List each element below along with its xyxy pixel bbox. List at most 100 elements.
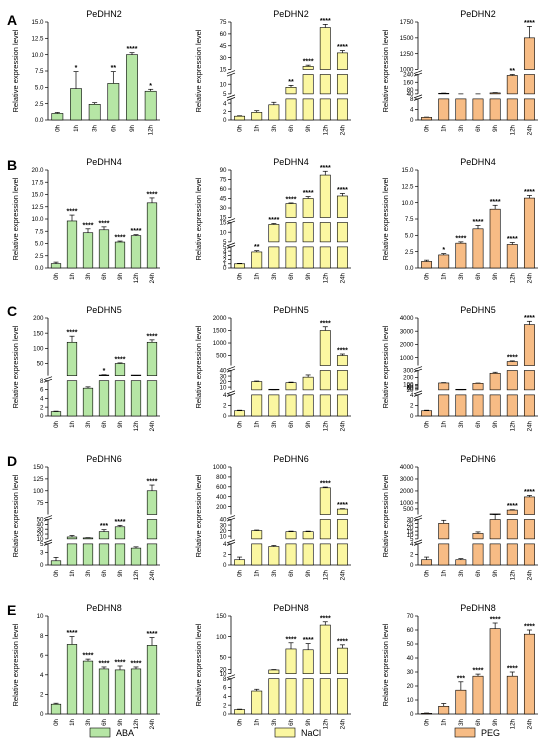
legend-swatch-aba <box>89 727 111 738</box>
chart-3-2-bar-1h <box>438 543 450 566</box>
chart-2-0-sig-6h: * <box>103 368 106 375</box>
chart-1-0-bar-1h <box>66 220 78 269</box>
chart-0-2-ytick-label: 80 <box>407 87 414 94</box>
chart-4-2-ylabel: Relative expression level <box>381 623 390 706</box>
chart-2-0-bar-24h <box>146 341 158 376</box>
chart-2-1-bar-24h <box>336 370 348 391</box>
chart-4-0-bar-9h <box>114 669 126 715</box>
chart-4-0-sig-3h: **** <box>83 653 94 660</box>
chart-4-2-bar-24h <box>523 633 535 715</box>
legend-label-aba: ABA <box>116 728 134 738</box>
chart-2-2-bar-12h <box>506 370 518 391</box>
legend-label-peg: PEG <box>481 728 500 738</box>
chart-0-1-bar-0h <box>234 115 246 121</box>
chart-0-1-xtick-3h: 3h <box>271 124 278 131</box>
chart-2-2-bar-1h <box>438 394 450 417</box>
chart-3-2-bar-24h <box>523 496 535 515</box>
chart-0-0-xtick-1h: 1h <box>73 124 80 131</box>
chart-2-2-sig-24h: **** <box>524 315 535 322</box>
chart-3-1-ytick-label: 4 <box>223 541 227 548</box>
chart-3-1-ytick-label: 200 <box>216 504 227 511</box>
chart-2-2-ytick-label: 60 <box>407 384 414 391</box>
chart-1-1-ytick-label: 60 <box>220 186 227 193</box>
chart-4-1-xtick-6h: 6h <box>288 718 295 725</box>
chart-2-2-bar-6h <box>472 394 484 417</box>
chart-0-2-ytick-label: 8 <box>410 96 414 103</box>
chart-3-2-ytick-label: 25 <box>407 521 414 528</box>
chart-1-1-bar-6h <box>285 246 297 269</box>
chart-3-0-xtick-3h: 3h <box>85 569 92 576</box>
chart-0-2-xtick-3h: 3h <box>458 124 465 131</box>
chart-2-1-ytick-label: 40 <box>220 368 227 375</box>
chart-1-0-sig-24h: **** <box>147 191 158 198</box>
chart-0-1-ytick-label: 5 <box>223 91 227 98</box>
chart-4-0-xtick-1h: 1h <box>69 718 76 725</box>
chart-1-1-sig-24h: **** <box>337 187 348 194</box>
chart-3-1-xtick-6h: 6h <box>288 569 295 576</box>
chart-3-1-axis-break <box>226 517 236 522</box>
chart-3-2-bar-12h <box>506 543 518 566</box>
chart-4-0-bar-24h <box>146 645 158 715</box>
chart-3-1-ytick-label: 30 <box>220 522 227 529</box>
chart-4-2-xtick-1h: 1h <box>441 718 448 725</box>
chart-0-2-xtick-0h: 0h <box>424 124 431 131</box>
chart-0-1-bar-12h <box>319 27 331 70</box>
chart-3-1-bar-12h <box>319 487 331 515</box>
chart-1-0-sig-9h: **** <box>115 235 126 242</box>
chart-0-1-bar-6h <box>285 98 297 121</box>
chart-0-0-bar-3h <box>88 104 101 121</box>
chart-4-0-ytick-label: 6 <box>40 652 44 659</box>
chart-3-2-xtick-12h: 12h <box>509 569 516 580</box>
chart-2-2-bar-9h <box>489 394 501 417</box>
chart-1-0-ytick-label: 7.5 <box>35 228 44 235</box>
chart-0-1-xtick-6h: 6h <box>288 124 295 131</box>
chart-4-2-sig-9h: **** <box>490 617 501 624</box>
chart-1-1-xtick-6h: 6h <box>288 272 295 279</box>
chart-4-0-ytick-label: 2 <box>40 692 44 699</box>
chart-0-1-sig-12h: **** <box>320 18 331 25</box>
chart-0-0-ytick-label: 0.0 <box>35 117 44 124</box>
chart-3-2-ytick-label: 1000 <box>400 500 414 507</box>
chart-4-1-bar-24h <box>336 647 348 674</box>
chart-4-2-xtick-9h: 9h <box>492 718 499 725</box>
chart-3-2-axis-break <box>413 539 423 544</box>
chart-2-0-xtick-9h: 9h <box>117 420 124 427</box>
chart-0-1-bar-1h <box>251 112 263 121</box>
chart-3-1-bar-24h <box>336 543 348 566</box>
chart-0-1-axis-break <box>226 70 236 74</box>
chart-0-2-axis-break <box>413 94 423 99</box>
chart-4-0-xtick-12h: 12h <box>133 718 140 729</box>
chart-2-0-axis-break <box>43 376 53 380</box>
chart-0-2-ytick-label: 4 <box>410 107 414 114</box>
chart-2-1-bar-12h <box>319 330 331 366</box>
chart-1-1-bar-12h <box>319 174 331 218</box>
chart-0-1-bar-9h <box>302 66 314 70</box>
chart-4-0-ytick-label: 10 <box>37 613 44 620</box>
chart-4-2-ytick-label: 20 <box>407 683 414 690</box>
chart-4-0-sig-9h: **** <box>115 659 126 666</box>
chart-2-1-axis-break <box>226 368 236 373</box>
chart-3-0-bar-1h <box>66 536 78 540</box>
chart-1-0-ytick-label: 20.0 <box>31 167 44 174</box>
chart-2-1-bar-24h <box>336 355 348 366</box>
chart-0-1-sig-6h: ** <box>288 79 294 86</box>
chart-3-0-bar-3h <box>82 537 94 540</box>
chart-2-1-xtick-12h: 12h <box>322 420 329 431</box>
chart-2-1-ytick-label: 30 <box>220 373 227 380</box>
chart-3-2-ytick-label: 15 <box>407 528 414 535</box>
chart-2-2-ytick-label: 2 <box>410 403 414 410</box>
chart-3-1-xtick-9h: 9h <box>305 569 312 576</box>
chart-0-1-xtick-0h: 0h <box>237 124 244 131</box>
chart-0-2-ytick-label: 0 <box>410 117 414 124</box>
chart-4-0-sig-24h: **** <box>147 631 158 638</box>
chart-4-1-ytick-label: 20 <box>220 667 227 674</box>
chart-0-0-bar-9h <box>126 54 138 121</box>
chart-4-2-xtick-24h: 24h <box>526 718 533 729</box>
chart-4-2-ytick-label: 30 <box>407 669 414 676</box>
chart-2-0-ytick-label: 0 <box>40 413 44 420</box>
chart-2-0-ylabel: Relative expression level <box>11 325 20 408</box>
legend-label-nacl: NaCl <box>301 728 321 738</box>
chart-2-0-ytick-label: 200 <box>33 315 44 322</box>
chart-1-1-axis-break <box>226 220 236 225</box>
chart-1-0-sig-6h: **** <box>99 220 110 227</box>
